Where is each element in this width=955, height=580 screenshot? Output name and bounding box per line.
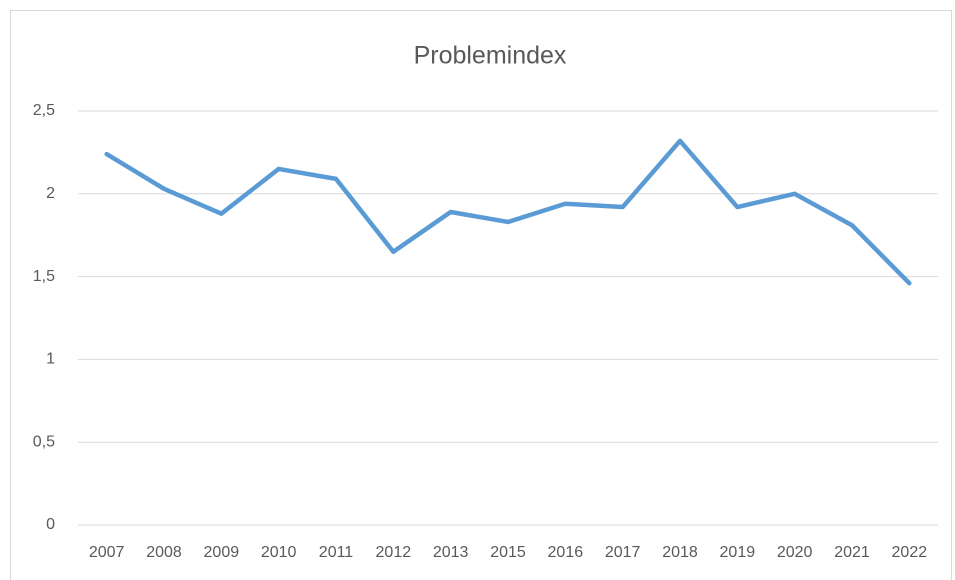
- x-tick-label: 2016: [548, 544, 584, 561]
- chart-title: Problemindex: [414, 42, 567, 70]
- y-tick-label: 0: [46, 516, 55, 533]
- data-line: [104, 138, 912, 286]
- x-tick-label: 2008: [146, 544, 182, 561]
- y-tick-label: 2,5: [33, 102, 55, 119]
- chart-border: [10, 10, 952, 580]
- y-tick-label: 0,5: [33, 433, 55, 450]
- x-tick-label: 2012: [376, 544, 412, 561]
- x-tick-label: 2015: [490, 544, 526, 561]
- x-tick-label: 2021: [834, 544, 870, 561]
- x-tick-label: 2007: [89, 544, 125, 561]
- x-tick-label: 2009: [204, 544, 240, 561]
- y-tick-label: 1,5: [33, 268, 55, 285]
- y-tick-label: 1: [46, 351, 55, 368]
- x-tick-label: 2018: [662, 544, 698, 561]
- x-tick-label: 2019: [720, 544, 756, 561]
- x-tick-label: 2022: [892, 544, 928, 561]
- x-tick-label: 2011: [319, 544, 354, 561]
- x-tick-label: 2017: [605, 544, 641, 561]
- x-tick-label: 2010: [261, 544, 297, 561]
- x-tick-label: 2013: [433, 544, 469, 561]
- x-tick-label: 2020: [777, 544, 813, 561]
- y-tick-label: 2: [46, 185, 55, 202]
